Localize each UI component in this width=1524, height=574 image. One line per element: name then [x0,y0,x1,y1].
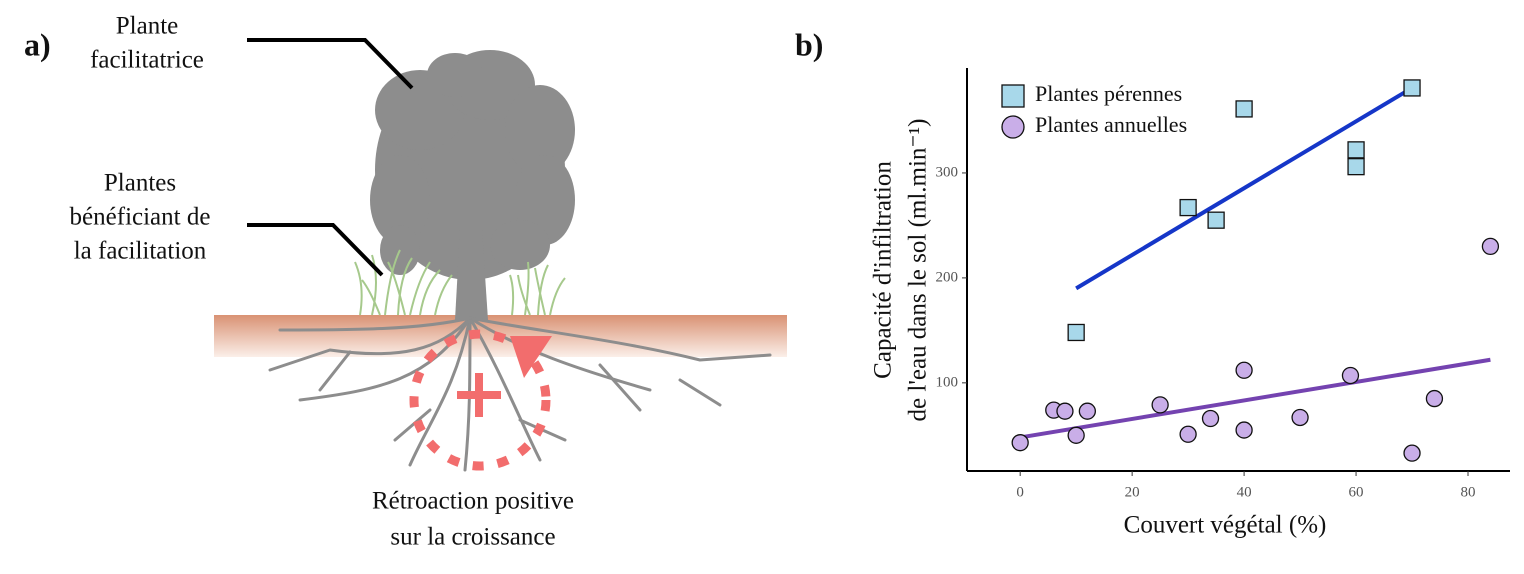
point [1056,402,1074,420]
point [1179,198,1197,217]
x-tick-label: 0 [1016,484,1024,500]
point [1067,323,1085,342]
legend-label: Plantes annuelles [1035,112,1187,137]
x-tick-label: 80 [1461,484,1476,500]
point [1347,158,1365,176]
legend-label: Plantes pérennes [1035,81,1182,106]
x-tick-label: 20 [1125,484,1140,500]
point [1235,421,1253,439]
label: Plante [116,13,179,40]
y-axis-label: Capacité d'infiltration [870,161,897,379]
point [1151,396,1169,414]
point [1347,141,1365,159]
point [1235,361,1253,379]
y-axis-label: de l'eau dans le sol (ml.min⁻¹) [905,119,932,422]
x-tick-label: 40 [1237,484,1252,500]
point [1011,434,1029,452]
legend-symbol [1001,84,1025,108]
point [1067,426,1085,444]
y-tick-label: 100 [936,374,959,390]
label: facilitatrice [90,47,204,74]
panel-label: a) [24,26,51,62]
label: la facilitation [74,238,207,265]
point [1403,444,1421,462]
leader-line [247,38,414,90]
grass [354,249,566,316]
arrow-head [510,336,552,378]
point [1403,79,1421,97]
legend-symbol [1001,115,1025,139]
point [1425,389,1444,408]
point [1179,425,1197,443]
point [1078,402,1097,420]
feedback-circle [409,329,551,471]
roots [268,316,772,472]
trunk [455,230,488,320]
leader-line [247,223,384,277]
point [1235,100,1253,118]
label: Rétroaction positive [372,488,574,515]
point [1481,237,1500,256]
x-tick-label: 60 [1349,484,1364,500]
y-tick-label: 300 [936,164,959,180]
point [1291,408,1309,427]
diagram: a) Plante facilitatrice Plantes bénéfici… [24,13,787,551]
label: bénéficiant de [70,204,211,231]
point [1207,211,1225,229]
trend-line [1019,357,1491,440]
canopy [370,50,575,280]
x-axis-label: Couvert végétal (%) [1124,512,1327,539]
point [1201,409,1220,428]
label: Plantes [104,170,176,197]
plot: 0 20 40 60 80 100 200 300 Plantes pérennes Plante… [936,79,1500,500]
trend-line [1075,86,1414,291]
plus-sign [457,373,501,417]
label: sur la croissance [390,524,555,551]
panel-label: b) [795,26,823,62]
point [1341,366,1360,385]
y-tick-label: 200 [936,269,959,285]
